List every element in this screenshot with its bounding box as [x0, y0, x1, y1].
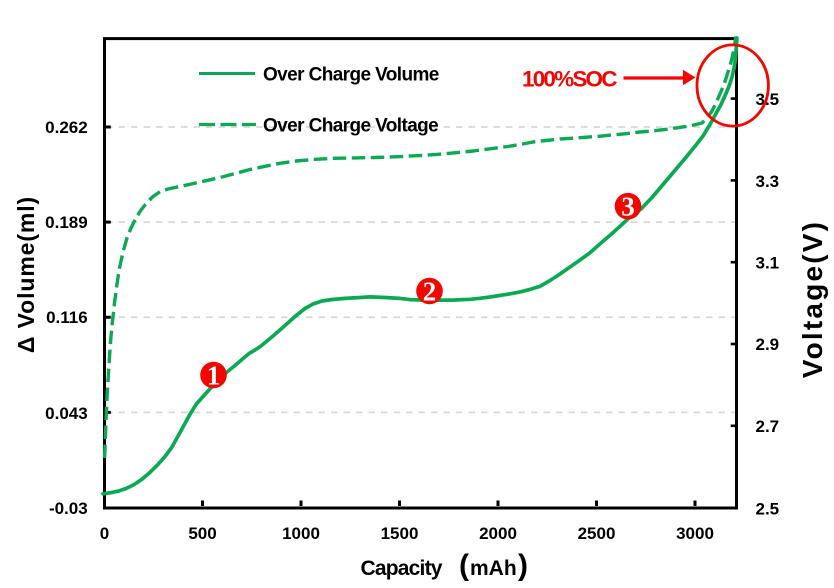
svg-text:Capacity: Capacity [361, 557, 443, 580]
svg-text:2000: 2000 [479, 524, 517, 543]
svg-text:0: 0 [100, 524, 109, 543]
svg-text:3: 3 [621, 192, 635, 222]
svg-text:0.043: 0.043 [45, 404, 88, 423]
svg-text:1000: 1000 [282, 524, 320, 543]
svg-text:): ) [518, 549, 528, 582]
svg-text:Over Charge Voltage: Over Charge Voltage [263, 116, 438, 137]
svg-text:2500: 2500 [578, 524, 616, 543]
svg-text:0.116: 0.116 [46, 308, 88, 327]
svg-text:3.3: 3.3 [756, 172, 780, 191]
svg-text:-0.03: -0.03 [49, 499, 88, 518]
svg-text:0.262: 0.262 [45, 118, 88, 137]
svg-text:500: 500 [188, 524, 216, 543]
svg-text:0.189: 0.189 [45, 213, 88, 232]
svg-text:100%SOC: 100%SOC [522, 67, 617, 92]
svg-text:Voltage(V): Voltage(V) [797, 220, 828, 378]
svg-text:2.9: 2.9 [756, 335, 780, 354]
svg-text:Δ Volume(ml): Δ Volume(ml) [13, 196, 39, 353]
svg-text:Over Charge Volume: Over Charge Volume [263, 65, 439, 86]
svg-text:2.5: 2.5 [756, 500, 780, 519]
svg-text:2.7: 2.7 [756, 417, 780, 436]
svg-text:3.1: 3.1 [756, 253, 780, 272]
svg-text:(: ( [459, 549, 469, 582]
svg-text:2: 2 [423, 276, 437, 306]
svg-text:1: 1 [207, 360, 221, 390]
svg-text:mAh: mAh [470, 557, 517, 580]
svg-text:3000: 3000 [676, 524, 714, 543]
svg-text:1500: 1500 [381, 524, 419, 543]
